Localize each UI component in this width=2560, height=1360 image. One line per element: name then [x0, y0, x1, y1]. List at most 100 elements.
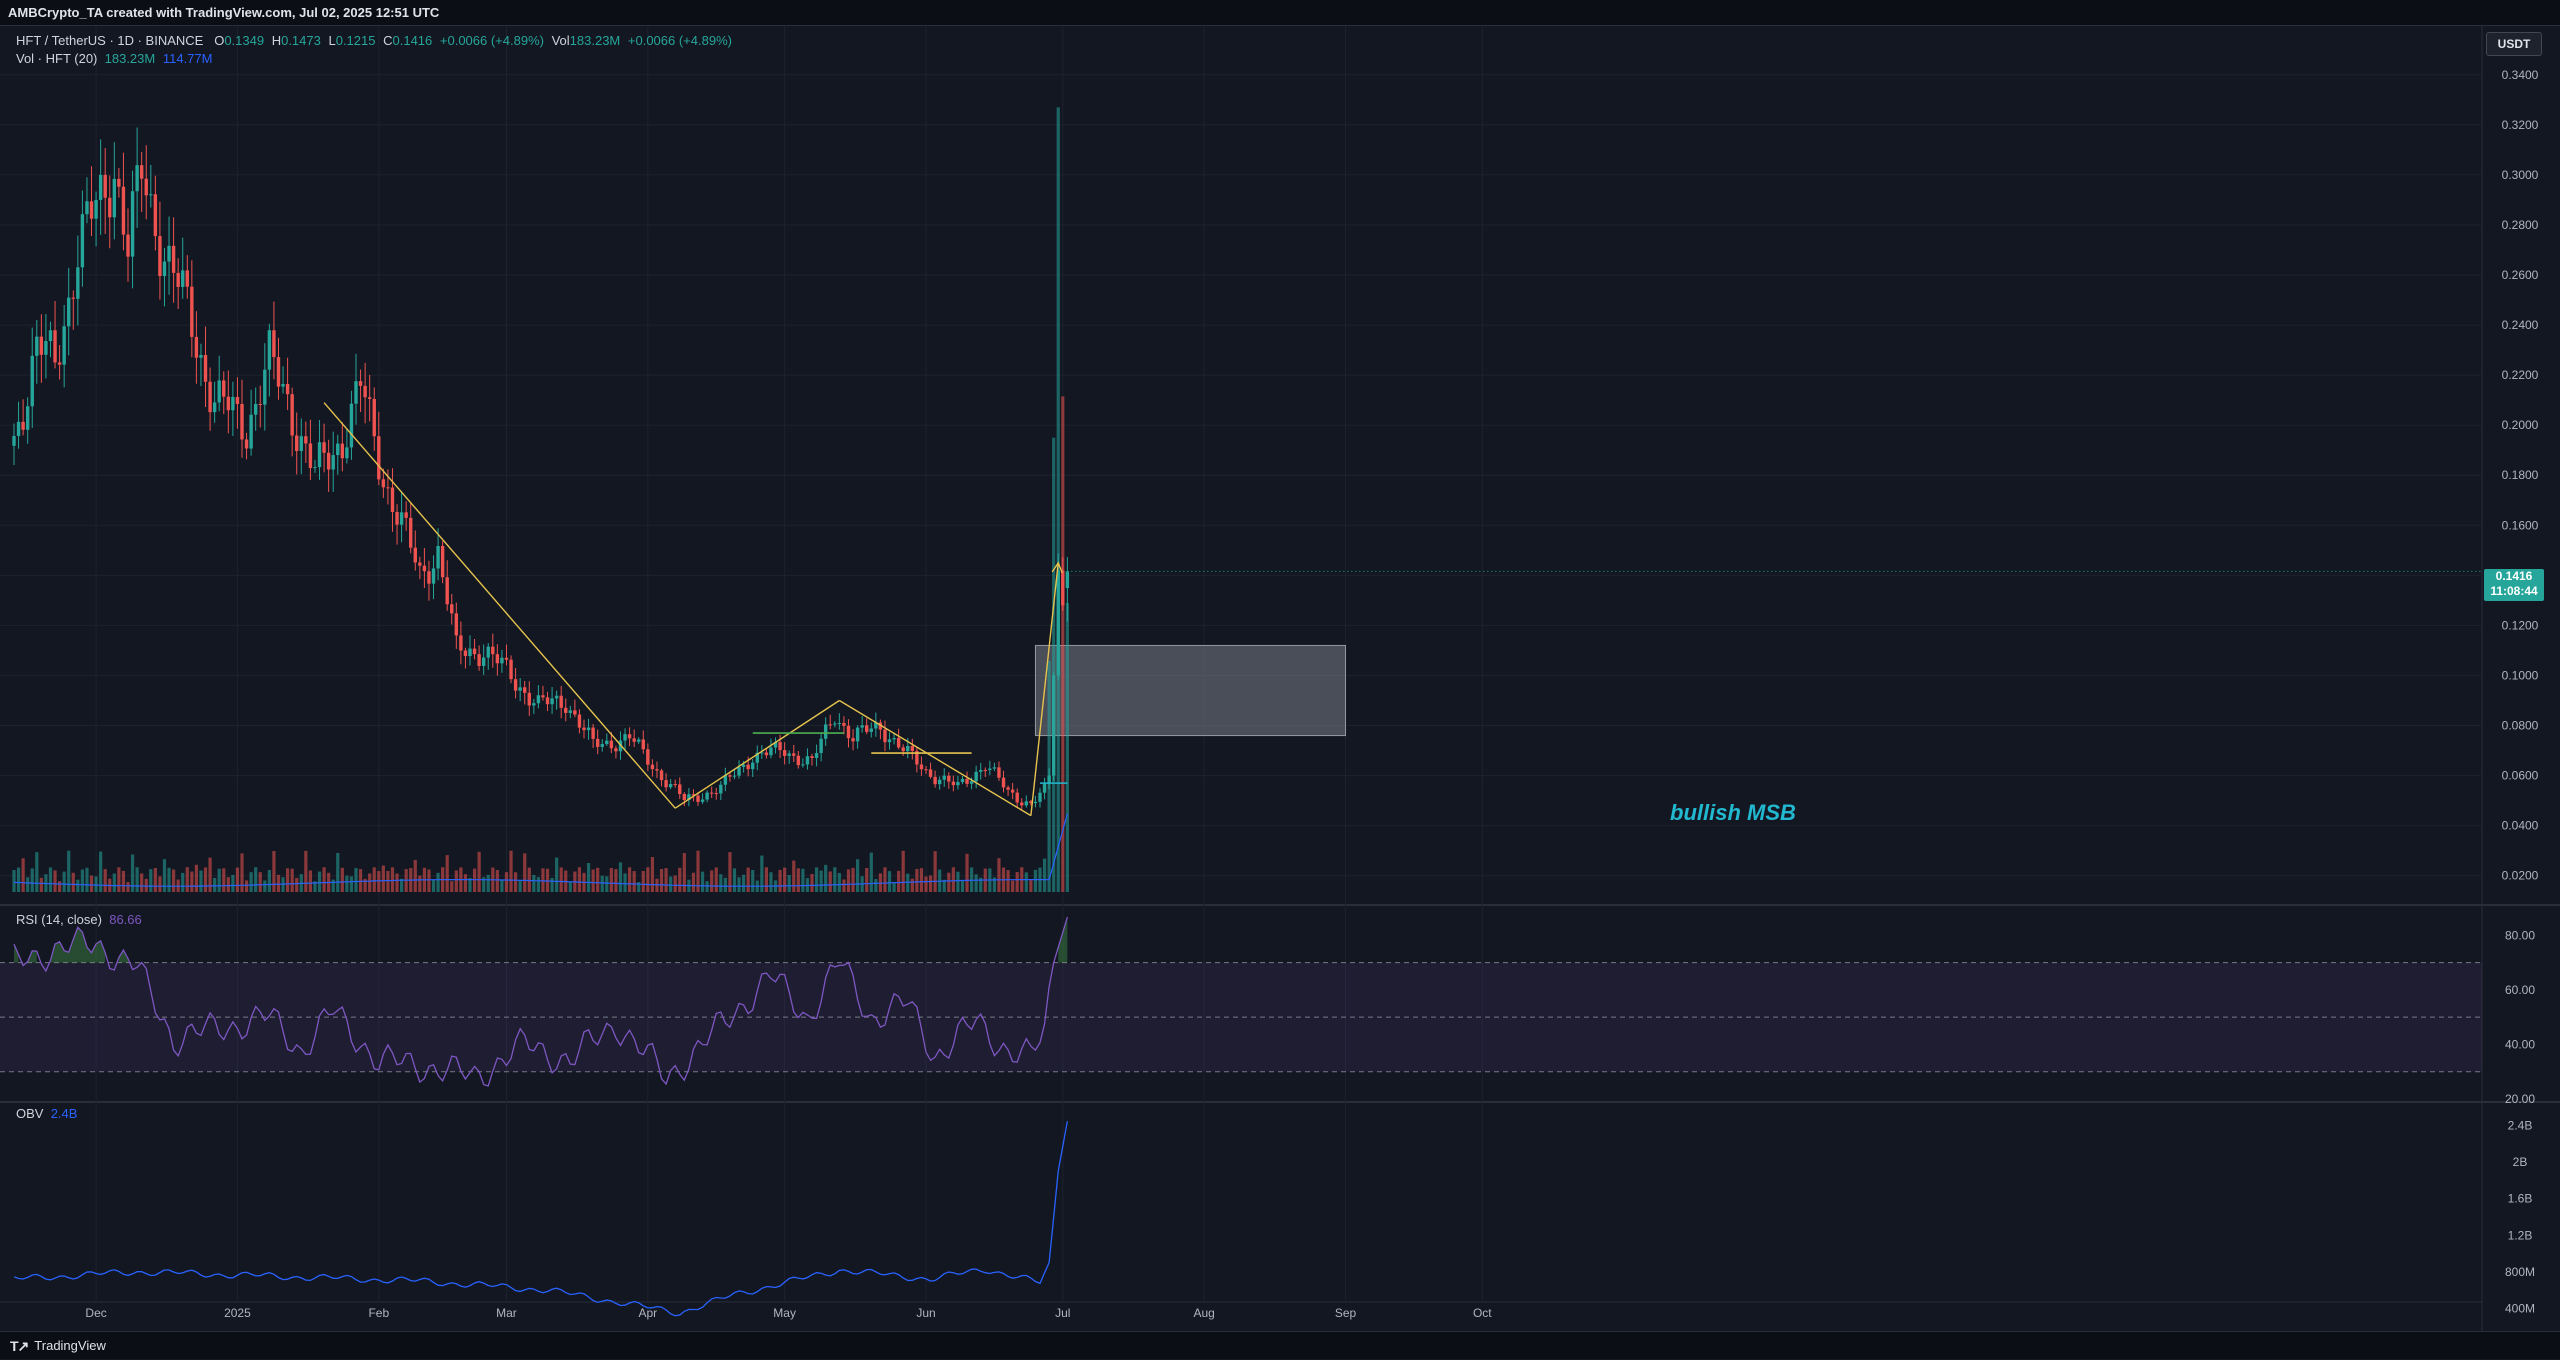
obv-tick-label: 2B [2513, 1155, 2528, 1169]
volume-bar [609, 868, 613, 892]
volume-bar [760, 855, 764, 892]
candle-body [782, 750, 787, 756]
attribution-bar: AMBCrypto_TA created with TradingView.co… [0, 0, 2560, 26]
candle-body [472, 648, 477, 655]
candle-body [792, 753, 796, 756]
candle-body [668, 784, 673, 788]
volume-bar [254, 867, 258, 892]
volume-bar [550, 878, 554, 892]
volume-bar [865, 867, 869, 892]
candle-body [468, 648, 472, 657]
volume-bar [203, 867, 208, 892]
currency-button[interactable]: USDT [2486, 32, 2542, 56]
candle-body [345, 447, 349, 459]
candle-body [30, 355, 34, 407]
volume-bar [418, 875, 422, 892]
vol-ma-value-1: 183.23M [104, 51, 156, 66]
candle-body [208, 381, 212, 413]
volume-bar [26, 877, 30, 892]
rsi-label[interactable]: RSI (14, close) [16, 912, 102, 927]
candle-body [527, 692, 531, 706]
volume-bar [58, 881, 62, 892]
candle-body [44, 341, 48, 355]
rsi-overbought-fill [118, 950, 128, 963]
candle-body [700, 799, 705, 802]
volume-bar [1006, 870, 1010, 892]
volume-bar [951, 867, 955, 892]
candle-body [349, 403, 354, 448]
obv-tick-label: 1.6B [2508, 1192, 2533, 1206]
candle-body [35, 336, 39, 356]
candle-body [358, 381, 363, 386]
volume-bar [482, 877, 486, 892]
volume-bar [960, 881, 965, 892]
volume-bar [463, 874, 468, 892]
vol-ma-label[interactable]: Vol · HFT (20) [16, 51, 98, 66]
candle-body [1010, 789, 1015, 793]
candle-body [226, 396, 231, 411]
vol-label: Vol [551, 33, 570, 48]
volume-bar [290, 868, 294, 892]
volume-bar [21, 858, 25, 892]
candle-body [158, 236, 162, 277]
volume-bar [568, 881, 572, 892]
candle-body [144, 178, 148, 196]
volume-legend: Vol · HFT (20) 183.23M 114.77M [16, 51, 216, 66]
volume-bar [486, 874, 490, 892]
volume-bar [208, 857, 212, 892]
bullish-msb-annotation[interactable]: bullish MSB [1670, 800, 1796, 825]
candle-body [933, 776, 937, 785]
candle-body [609, 740, 614, 749]
price-tick-label: 0.2800 [2502, 218, 2539, 232]
candle-body [974, 771, 978, 782]
candle-body [659, 770, 664, 781]
volume-bar [659, 869, 664, 892]
candle-body [769, 747, 773, 756]
candle-body [263, 369, 267, 405]
volume-bar [650, 857, 654, 892]
volume-bar [226, 877, 230, 892]
tradingview-logo[interactable]: T↗ TradingView [10, 1332, 106, 1360]
candle-body [997, 767, 1001, 778]
candle-body [367, 397, 372, 399]
candle-body [523, 687, 527, 693]
obv-label[interactable]: OBV [16, 1106, 44, 1121]
symbol-label[interactable]: HFT / TetherUS · 1D · BINANCE [16, 33, 204, 48]
volume-bar [901, 850, 905, 892]
volume-bar [322, 867, 326, 892]
volume-bar [723, 877, 727, 892]
candle-body [924, 769, 928, 771]
candle-body [591, 727, 595, 739]
volume-bar [1065, 602, 1069, 892]
candle-body [746, 764, 750, 770]
volume-bar [308, 870, 312, 892]
volume-bar [532, 874, 536, 892]
volume-bar [764, 867, 768, 892]
candle-body [664, 780, 668, 788]
volume-bar [892, 881, 896, 892]
candle-body [837, 722, 842, 724]
price-tick-label: 0.3000 [2502, 168, 2539, 182]
candle-body [217, 380, 221, 403]
volume-bar [1011, 880, 1015, 892]
candle-body [992, 767, 997, 769]
candle-body [855, 727, 860, 742]
volume-bar [1029, 880, 1033, 892]
volume-bar [181, 872, 185, 892]
volume-bar [1042, 858, 1047, 892]
chart-canvas[interactable]: 0.3400 0.3200 0.3000 0.2800 0.2600 0.2400 0.22… [0, 26, 2560, 1331]
volume-bar [363, 878, 367, 892]
candle-body [16, 421, 21, 437]
candle-body [48, 330, 53, 342]
rsi-legend: RSI (14, close) 86.66 [16, 912, 146, 927]
candle-body [431, 568, 436, 584]
candle-body [459, 635, 463, 651]
candle-body [846, 725, 851, 739]
candle-body [614, 748, 618, 752]
time-tick-label: Jun [916, 1306, 935, 1320]
candle-body [646, 749, 650, 765]
candle-body [340, 443, 345, 459]
time-tick-label: Dec [85, 1306, 106, 1320]
volume-bar [354, 868, 358, 892]
volume-bar [673, 875, 677, 892]
